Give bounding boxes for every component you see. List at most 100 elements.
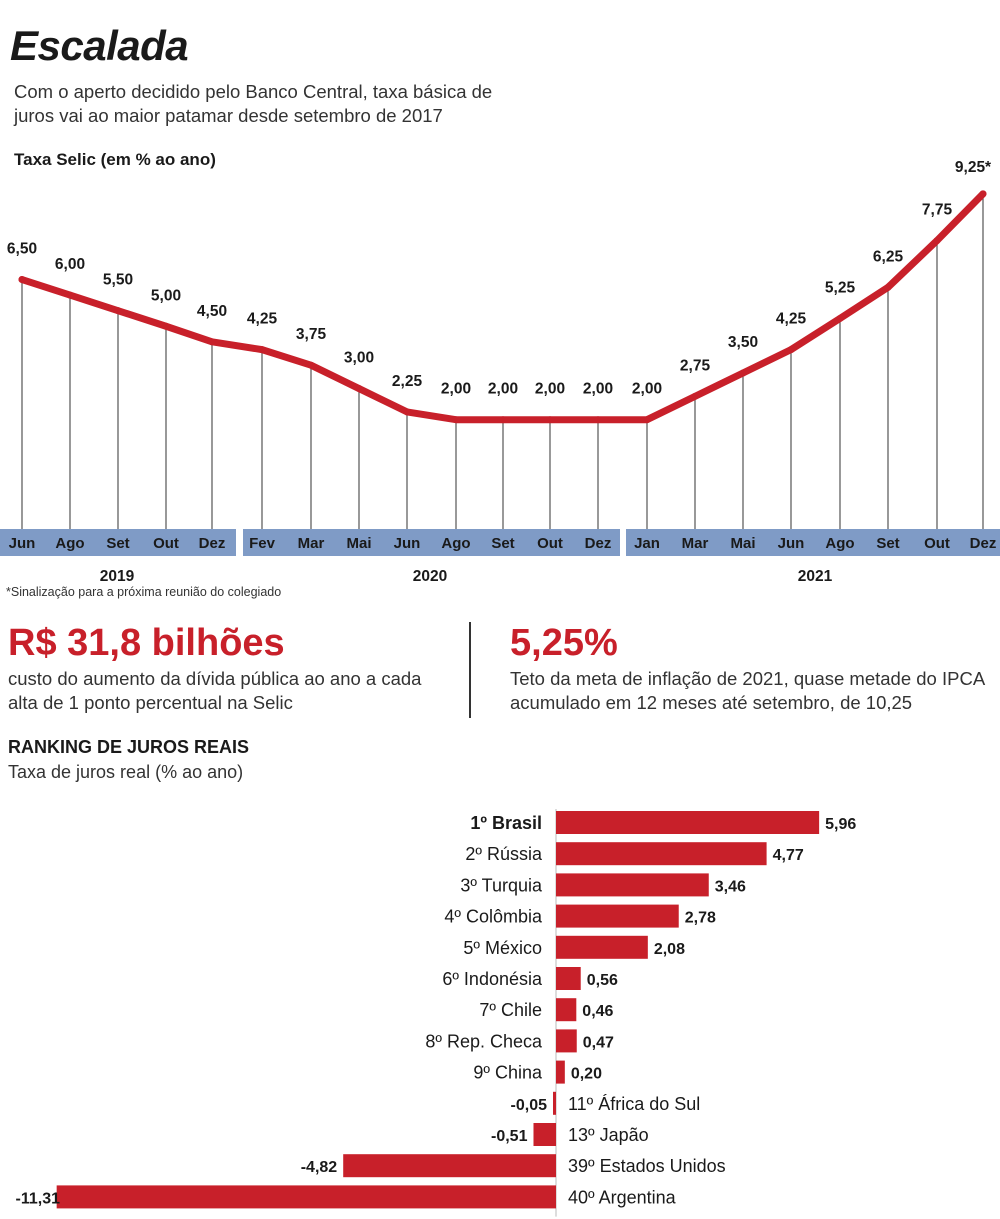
debt-cost-value: R$ 31,8 bilhões xyxy=(8,622,285,664)
data-label: 2,00 xyxy=(583,381,613,398)
data-label: 4,25 xyxy=(776,311,807,328)
month-tick-label: Mar xyxy=(682,535,709,552)
data-point xyxy=(933,237,941,245)
month-tick-label: Set xyxy=(106,535,129,552)
month-tick-label: Ago xyxy=(55,535,84,552)
category-label: 1º Brasil xyxy=(470,813,542,833)
year-label: 2020 xyxy=(413,568,447,585)
month-tick-label: Out xyxy=(537,535,563,552)
data-label: 2,00 xyxy=(488,381,518,398)
month-tick-label: Ago xyxy=(441,535,470,552)
data-point xyxy=(594,416,602,424)
data-point xyxy=(162,322,170,330)
category-label: 7º Chile xyxy=(479,1000,542,1020)
data-label: 9,25* xyxy=(955,159,992,176)
bar xyxy=(343,1154,556,1178)
category-label: 39º Estados Unidos xyxy=(568,1156,726,1176)
month-tick-label: Mai xyxy=(730,535,755,552)
value-label: 4,77 xyxy=(773,847,804,864)
bar xyxy=(56,1185,556,1209)
category-label: 3º Turquia xyxy=(460,875,543,895)
value-label: -0,05 xyxy=(511,1097,548,1114)
data-label: 4,25 xyxy=(247,311,278,328)
axis-band-2019 xyxy=(0,529,236,556)
month-tick-label: Jan xyxy=(634,535,660,552)
data-label: 2,00 xyxy=(535,381,565,398)
month-tick-label: Fev xyxy=(249,535,276,552)
data-point xyxy=(307,361,315,369)
data-point xyxy=(66,291,74,299)
bar xyxy=(533,1123,556,1146)
value-label: 0,46 xyxy=(582,1003,613,1020)
bar xyxy=(556,967,581,990)
data-label: 4,50 xyxy=(197,303,227,320)
data-label: 3,00 xyxy=(344,350,374,367)
value-label: 3,46 xyxy=(715,878,746,895)
data-label: 5,25 xyxy=(825,279,856,296)
data-point xyxy=(546,416,554,424)
data-point xyxy=(403,408,411,416)
month-tick-label: Dez xyxy=(199,535,226,552)
category-label: 13º Japão xyxy=(568,1125,649,1145)
month-tick-label: Jun xyxy=(9,535,36,552)
value-label: -0,51 xyxy=(491,1128,528,1145)
axis-band-2021 xyxy=(626,529,1000,556)
bar xyxy=(556,873,709,897)
debt-cost-text: custo do aumento da dívida pública ao an… xyxy=(8,668,422,713)
data-label: 2,00 xyxy=(441,381,471,398)
data-label: 3,75 xyxy=(296,326,327,343)
category-label: 2º Rússia xyxy=(465,844,543,864)
inflation-target-text: Teto da meta de inflação de 2021, quase … xyxy=(510,668,985,713)
data-label: 2,00 xyxy=(632,381,662,398)
month-tick-label: Set xyxy=(876,535,899,552)
ranking-subtitle: Taxa de juros real (% ao ano) xyxy=(8,762,244,782)
data-label: 2,25 xyxy=(392,373,423,390)
bar xyxy=(556,1060,565,1084)
bar xyxy=(556,842,767,866)
value-label: 5,96 xyxy=(825,816,856,833)
data-point xyxy=(258,346,266,354)
category-label: 5º México xyxy=(463,938,542,958)
month-tick-label: Out xyxy=(924,535,950,552)
category-label: 8º Rep. Checa xyxy=(425,1031,543,1051)
bar xyxy=(556,811,820,834)
month-tick-label: Mar xyxy=(298,535,325,552)
data-label: 6,00 xyxy=(55,256,85,273)
value-label: 0,56 xyxy=(587,972,618,989)
data-point xyxy=(979,190,987,198)
page-title: Escalada xyxy=(10,22,189,69)
category-label: 4º Colômbia xyxy=(444,907,543,927)
year-label: 2021 xyxy=(798,568,833,585)
year-label: 2019 xyxy=(100,568,135,585)
data-label: 3,50 xyxy=(728,334,758,351)
month-tick-label: Mai xyxy=(346,535,371,552)
month-tick-label: Jun xyxy=(394,535,421,552)
category-label: 40º Argentina xyxy=(568,1187,677,1207)
bar xyxy=(553,1091,556,1115)
month-tick-label: Set xyxy=(491,535,514,552)
data-point xyxy=(739,369,747,377)
data-point xyxy=(114,307,122,315)
ranking-title: RANKING DE JUROS REAIS xyxy=(8,737,250,757)
data-label: 5,50 xyxy=(103,272,133,289)
inflation-target-value: 5,25% xyxy=(510,622,618,664)
month-tick-label: Out xyxy=(153,535,179,552)
bar xyxy=(556,998,577,1022)
category-label: 6º Indonésia xyxy=(442,969,543,989)
data-label: 6,50 xyxy=(7,241,37,258)
data-label: 2,75 xyxy=(680,357,711,374)
axis-band-2020 xyxy=(243,529,620,556)
data-point xyxy=(208,338,216,346)
bar xyxy=(556,1029,577,1053)
bar xyxy=(556,904,679,928)
month-tick-label: Jun xyxy=(778,535,805,552)
data-label: 5,00 xyxy=(151,287,181,304)
data-point xyxy=(643,416,651,424)
selic-line-chart: 6,50 6,00 5,50 5,00 4,50 4,25 3,75 3,00 2,25 2,00… xyxy=(0,159,1000,585)
month-tick-label: Dez xyxy=(970,535,997,552)
category-label: 11º África do Sul xyxy=(568,1094,700,1114)
value-label: 0,47 xyxy=(583,1034,614,1051)
bar xyxy=(556,935,648,959)
month-tick-label: Ago xyxy=(825,535,854,552)
data-label: 7,75 xyxy=(922,202,953,219)
